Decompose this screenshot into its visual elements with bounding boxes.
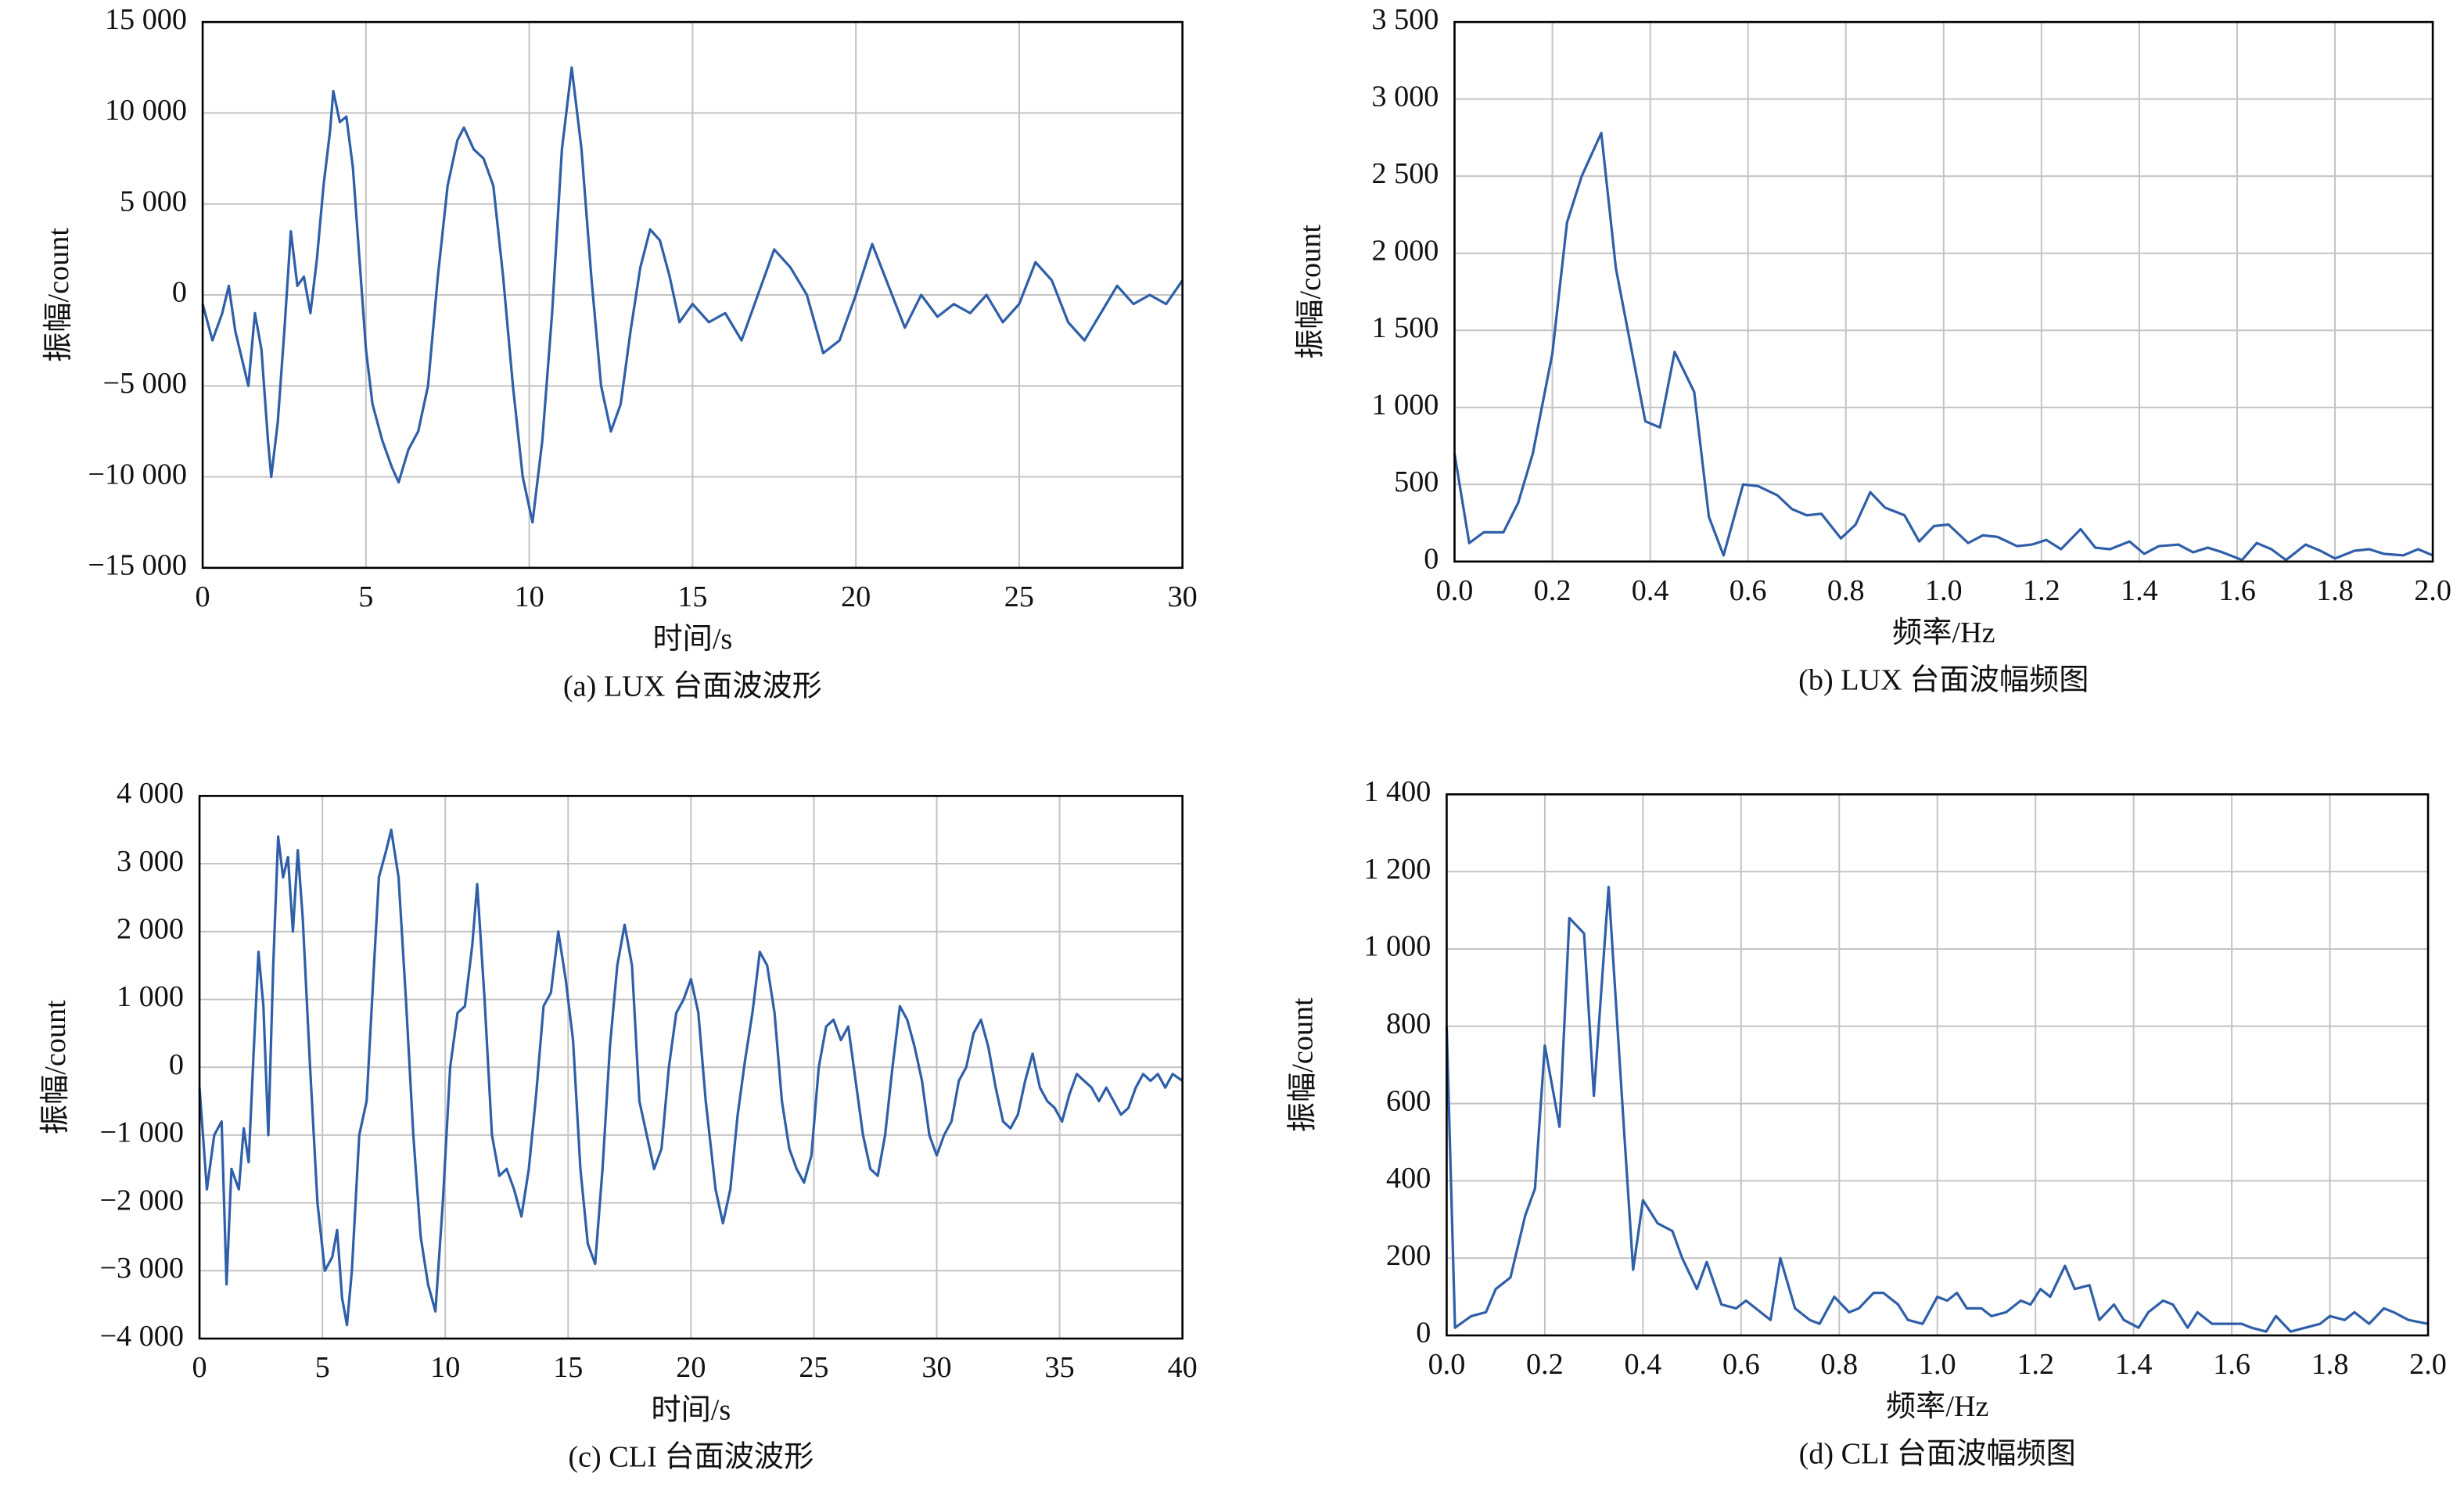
plot-frame bbox=[201, 20, 1184, 570]
x-tick-label: 2.0 bbox=[2409, 1348, 2447, 1381]
y-tick-label: −5 000 bbox=[103, 367, 187, 400]
y-tick-label: −1 000 bbox=[99, 1116, 183, 1149]
x-tick-label: 30 bbox=[921, 1351, 951, 1384]
x-tick-label: 0.6 bbox=[1729, 574, 1767, 607]
y-tick-label: 2 000 bbox=[117, 913, 184, 946]
data-line bbox=[1445, 886, 2429, 1333]
y-tick-label: 1 000 bbox=[1371, 389, 1439, 422]
x-tick-label: 0.6 bbox=[1722, 1348, 1760, 1381]
y-tick-label: 0 bbox=[172, 276, 187, 309]
y-tick-label: 1 200 bbox=[1363, 853, 1431, 886]
y-tick-label: 600 bbox=[1386, 1084, 1431, 1117]
y-axis-label: 振幅/count bbox=[39, 1000, 72, 1134]
plot-frame bbox=[1446, 793, 2430, 1337]
y-tick-label: 0 bbox=[1416, 1317, 1431, 1350]
y-tick-label: 3 000 bbox=[117, 845, 184, 878]
x-tick-label: 0.4 bbox=[1632, 574, 1669, 607]
chart-caption: (b) LUX 台面波幅频图 bbox=[1798, 663, 2089, 696]
y-tick-label: 0 bbox=[1424, 543, 1439, 576]
x-tick-label: 35 bbox=[1044, 1351, 1074, 1384]
x-tick-label: 25 bbox=[1004, 580, 1034, 613]
x-tick-label: 25 bbox=[799, 1351, 828, 1384]
x-tick-label: 15 bbox=[677, 580, 707, 613]
x-tick-label: 1.2 bbox=[2023, 574, 2060, 607]
x-tick-label: 1.8 bbox=[2316, 574, 2354, 607]
y-tick-label: 1 000 bbox=[117, 980, 184, 1013]
x-tick-label: 30 bbox=[1168, 580, 1198, 613]
chart-caption: (a) LUX 台面波波形 bbox=[563, 669, 822, 703]
x-tick-label: 10 bbox=[515, 580, 544, 613]
x-tick-label: 0.2 bbox=[1526, 1348, 1564, 1381]
y-tick-label: 500 bbox=[1394, 465, 1439, 498]
x-tick-label: 2.0 bbox=[2414, 574, 2451, 607]
x-tick-label: 0.0 bbox=[1428, 1348, 1466, 1381]
x-tick-label: 1.0 bbox=[1925, 574, 1963, 607]
x-tick-label: 1.0 bbox=[1919, 1348, 1956, 1381]
y-tick-label: 3 500 bbox=[1371, 3, 1439, 36]
y-tick-label: −10 000 bbox=[88, 458, 187, 491]
x-tick-label: 0.2 bbox=[1534, 574, 1571, 607]
y-tick-label: 1 500 bbox=[1371, 311, 1439, 344]
y-tick-label: 10 000 bbox=[105, 94, 187, 127]
x-tick-label: 0.0 bbox=[1436, 574, 1474, 607]
y-tick-label: 1 000 bbox=[1363, 930, 1431, 963]
x-tick-label: 15 bbox=[553, 1351, 583, 1384]
x-tick-label: 0.4 bbox=[1624, 1348, 1661, 1381]
x-tick-label: 20 bbox=[676, 1351, 706, 1384]
y-axis-label: 振幅/count bbox=[1286, 997, 1319, 1132]
y-axis-label: 振幅/count bbox=[1294, 225, 1327, 359]
x-tick-label: 1.2 bbox=[2017, 1348, 2054, 1381]
x-tick-label: 0 bbox=[196, 580, 210, 613]
x-tick-label: 1.8 bbox=[2311, 1348, 2349, 1381]
x-tick-label: 1.4 bbox=[2121, 574, 2158, 607]
x-tick-label: 1.4 bbox=[2115, 1348, 2153, 1381]
y-tick-label: −15 000 bbox=[88, 549, 187, 582]
y-tick-label: 200 bbox=[1386, 1239, 1431, 1272]
x-axis-label: 时间/s bbox=[652, 623, 732, 656]
y-tick-label: −4 000 bbox=[99, 1320, 183, 1353]
x-axis-label: 频率/Hz bbox=[1886, 1389, 1989, 1423]
data-line bbox=[198, 828, 1184, 1327]
y-tick-label: 2 000 bbox=[1371, 234, 1439, 267]
plot-frame bbox=[1453, 20, 2434, 563]
x-tick-label: 0 bbox=[192, 1351, 207, 1384]
y-tick-label: −2 000 bbox=[99, 1184, 183, 1217]
y-tick-label: 400 bbox=[1386, 1162, 1431, 1195]
chart-caption: (c) CLI 台面波波形 bbox=[568, 1440, 814, 1474]
x-tick-label: 10 bbox=[430, 1351, 460, 1384]
y-tick-label: 5 000 bbox=[120, 185, 187, 217]
y-tick-label: −3 000 bbox=[99, 1252, 183, 1285]
y-tick-label: 3 000 bbox=[1371, 80, 1439, 113]
y-tick-label: 2 500 bbox=[1371, 157, 1439, 190]
y-axis-label: 振幅/count bbox=[42, 228, 75, 362]
y-tick-label: 0 bbox=[169, 1048, 184, 1081]
y-tick-label: 4 000 bbox=[117, 777, 184, 810]
x-tick-label: 40 bbox=[1168, 1351, 1198, 1384]
x-tick-label: 5 bbox=[315, 1351, 330, 1384]
y-tick-label: 1 400 bbox=[1363, 775, 1431, 808]
plot-frame bbox=[198, 795, 1184, 1340]
y-tick-label: 800 bbox=[1386, 1008, 1431, 1041]
x-tick-label: 20 bbox=[841, 580, 871, 613]
x-tick-label: 0.8 bbox=[1827, 574, 1865, 607]
x-axis-label: 时间/s bbox=[651, 1393, 731, 1426]
x-tick-label: 5 bbox=[358, 580, 373, 613]
chart-caption: (d) CLI 台面波幅频图 bbox=[1799, 1437, 2076, 1471]
data-line bbox=[201, 66, 1184, 524]
data-line bbox=[1453, 131, 2433, 562]
y-tick-label: 15 000 bbox=[105, 3, 187, 36]
x-axis-label: 频率/Hz bbox=[1892, 616, 1995, 649]
x-tick-label: 1.6 bbox=[2218, 574, 2256, 607]
x-tick-label: 1.6 bbox=[2213, 1348, 2250, 1381]
x-tick-label: 0.8 bbox=[1820, 1348, 1858, 1381]
